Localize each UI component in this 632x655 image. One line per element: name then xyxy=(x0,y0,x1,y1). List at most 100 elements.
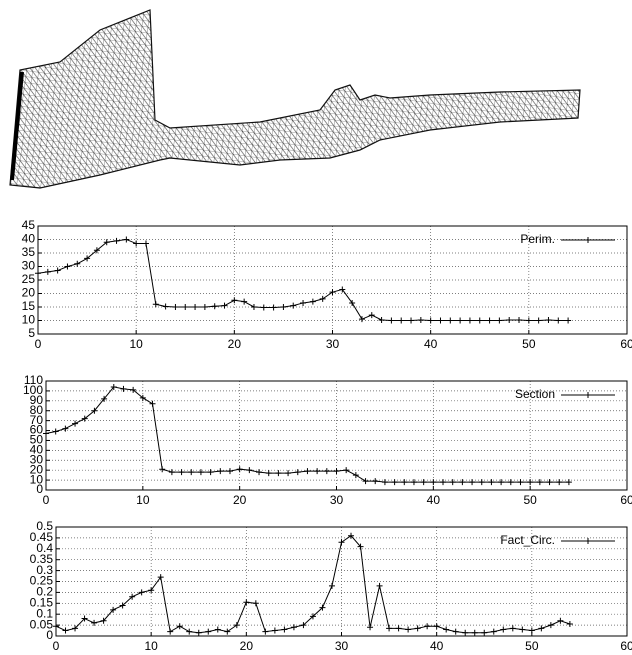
point-marker xyxy=(152,301,159,308)
point-marker xyxy=(130,386,137,393)
point-marker xyxy=(471,629,478,636)
point-marker xyxy=(123,236,130,243)
point-marker xyxy=(420,479,427,486)
y-tick-label: 0.1 xyxy=(36,606,53,620)
point-marker xyxy=(496,317,503,324)
point-marker xyxy=(408,317,415,324)
y-tick-label: 30 xyxy=(22,259,36,273)
point-marker xyxy=(162,303,169,310)
x-tick-label: 20 xyxy=(233,493,247,507)
point-marker xyxy=(452,628,459,635)
point-marker xyxy=(343,467,350,474)
point-marker xyxy=(62,627,69,634)
point-marker xyxy=(256,469,263,476)
point-marker xyxy=(62,425,69,432)
point-marker xyxy=(72,625,79,632)
point-marker xyxy=(43,430,49,437)
point-marker xyxy=(338,539,345,546)
point-marker xyxy=(535,317,542,324)
y-tick-label: 25 xyxy=(22,272,36,286)
point-marker xyxy=(376,582,383,589)
y-tick-label: 0.4 xyxy=(36,541,53,555)
point-marker xyxy=(52,428,59,435)
y-tick-label: 90 xyxy=(30,393,44,407)
point-marker xyxy=(391,479,398,486)
y-tick-label: 0.45 xyxy=(30,530,54,544)
point-marker xyxy=(469,479,476,486)
point-marker xyxy=(349,299,356,306)
point-marker xyxy=(565,317,572,324)
point-marker xyxy=(113,237,120,244)
x-tick-label: 60 xyxy=(620,639,632,653)
y-tick-label: 0.5 xyxy=(36,519,53,533)
y-tick-label: 15 xyxy=(22,299,36,313)
mesh-image xyxy=(9,9,581,189)
point-marker xyxy=(214,626,221,633)
point-marker xyxy=(221,302,228,309)
point-marker xyxy=(433,623,440,630)
point-marker xyxy=(507,479,514,486)
y-tick-label: 110 xyxy=(24,373,43,387)
point-marker xyxy=(54,267,61,274)
x-tick-label: 30 xyxy=(330,493,344,507)
point-marker xyxy=(566,621,573,628)
point-marker xyxy=(226,468,233,475)
point-marker xyxy=(119,602,126,609)
point-marker xyxy=(44,268,51,275)
legend-marker xyxy=(585,392,591,398)
y-tick-label: 0 xyxy=(36,482,43,496)
point-marker xyxy=(139,394,146,401)
point-marker xyxy=(339,286,346,293)
x-tick-label: 50 xyxy=(523,493,537,507)
point-marker xyxy=(91,407,98,414)
point-marker xyxy=(362,478,369,485)
point-marker xyxy=(207,469,214,476)
point-marker xyxy=(466,317,473,324)
point-marker xyxy=(381,479,388,486)
point-marker xyxy=(290,624,297,631)
legend-marker xyxy=(585,237,591,243)
x-tick-label: 60 xyxy=(620,337,632,351)
point-marker xyxy=(186,628,193,635)
y-tick-label: 20 xyxy=(22,286,36,300)
point-marker xyxy=(172,304,179,310)
point-marker xyxy=(201,304,208,310)
point-marker xyxy=(300,622,307,629)
y-tick-label: 0.05 xyxy=(30,617,54,631)
point-marker xyxy=(271,627,278,634)
point-marker xyxy=(260,304,267,311)
legend-label: Perim. xyxy=(520,232,555,246)
x-tick-label: 30 xyxy=(326,337,340,351)
point-marker xyxy=(424,623,431,630)
plot-frame xyxy=(37,225,628,335)
point-marker xyxy=(498,479,505,486)
point-marker xyxy=(443,626,450,633)
point-marker xyxy=(250,304,257,310)
point-marker xyxy=(84,255,91,262)
point-marker xyxy=(224,628,231,635)
x-tick-label: 0 xyxy=(43,493,50,507)
point-marker xyxy=(243,599,250,606)
point-marker xyxy=(294,469,301,476)
point-marker xyxy=(556,479,563,486)
y-tick-label: 10 xyxy=(22,313,36,327)
point-marker xyxy=(159,466,166,473)
legend-marker xyxy=(585,538,591,544)
x-tick-label: 0 xyxy=(35,337,42,351)
point-marker xyxy=(395,625,402,632)
point-marker xyxy=(188,469,195,476)
point-marker xyxy=(236,466,243,473)
point-marker xyxy=(565,479,572,486)
point-marker xyxy=(182,304,189,310)
x-tick-label: 40 xyxy=(424,337,438,351)
point-marker xyxy=(557,617,564,624)
x-tick-label: 10 xyxy=(129,337,143,351)
point-marker xyxy=(414,625,421,632)
point-marker xyxy=(133,240,140,247)
point-marker xyxy=(490,628,497,635)
point-marker xyxy=(241,298,248,305)
point-marker xyxy=(35,270,41,277)
point-marker xyxy=(110,606,117,613)
point-marker xyxy=(129,593,136,600)
